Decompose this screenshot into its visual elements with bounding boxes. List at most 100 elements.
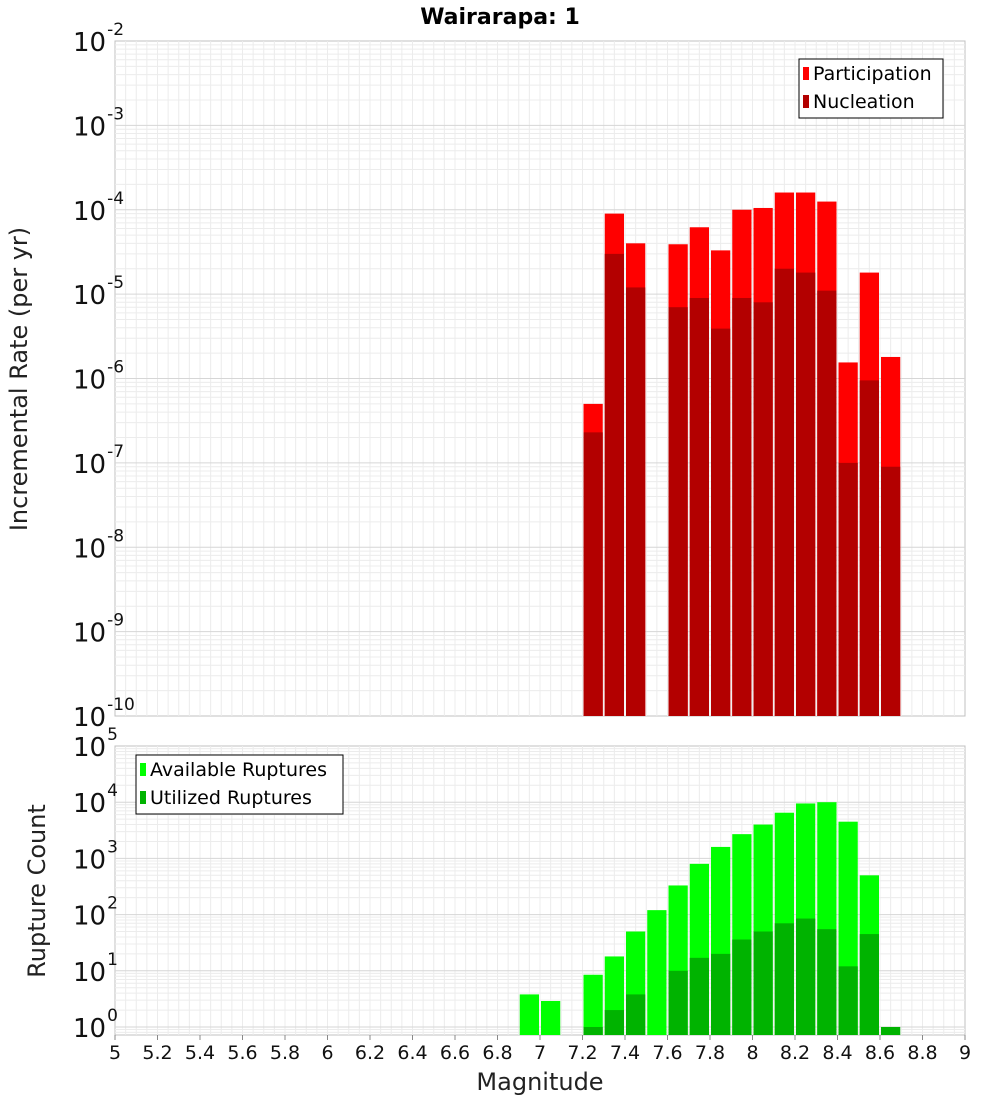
- y-tick-exponent: -9: [107, 611, 124, 631]
- x-tick-label: 7.2: [567, 1042, 597, 1064]
- bar-utilized-ruptures-7.75: [689, 957, 709, 1035]
- bar-nucleation-8.05: [753, 302, 773, 716]
- bar-nucleation-8.35: [817, 290, 837, 716]
- y-tick-exponent: 2: [107, 894, 118, 914]
- y-tick-base: 10: [73, 450, 106, 480]
- y-tick-label: 105: [73, 725, 118, 763]
- bar-utilized-ruptures-7.45: [626, 994, 646, 1035]
- y-tick-exponent: -2: [107, 20, 124, 40]
- y-tick-exponent: 0: [107, 1006, 118, 1026]
- x-tick-label: 7.6: [652, 1042, 682, 1064]
- y-tick-base: 10: [73, 958, 106, 988]
- rate-bars: [583, 192, 901, 717]
- bar-nucleation-8.15: [774, 268, 794, 716]
- x-tick-label: 6: [321, 1042, 333, 1064]
- bar-nucleation-7.45: [626, 287, 646, 716]
- y-tick-label: 10-5: [73, 273, 124, 311]
- bar-utilized-ruptures-8.25: [796, 918, 816, 1035]
- x-tick-label: 5.2: [142, 1042, 172, 1064]
- y-tick-label: 10-3: [73, 104, 124, 142]
- bar-available-ruptures-7.55: [647, 910, 667, 1035]
- chart-title: Wairarapa: 1: [420, 5, 580, 30]
- bar-utilized-ruptures-7.35: [604, 1010, 624, 1035]
- y-tick-label: 10-10: [73, 695, 135, 733]
- x-tick-label: 8.8: [907, 1042, 937, 1064]
- rate-legend: Participation Nucleation: [798, 58, 944, 119]
- x-tick-label: 9: [959, 1042, 971, 1064]
- bar-nucleation-8.45: [838, 462, 858, 716]
- x-tick-label: 8.4: [822, 1042, 852, 1064]
- x-tick-label: 5: [109, 1042, 121, 1064]
- bar-utilized-ruptures-8.35: [817, 929, 837, 1035]
- x-tick-label: 5.8: [270, 1042, 300, 1064]
- x-tick-label: 8.6: [865, 1042, 895, 1064]
- y-tick-label: 10-2: [73, 20, 124, 58]
- y-tick-label: 101: [73, 950, 118, 988]
- bar-nucleation-7.65: [668, 307, 688, 716]
- bar-nucleation-8.55: [859, 380, 879, 716]
- y-tick-exponent: -3: [107, 104, 124, 124]
- magnitude-x-axis-label: Magnitude: [476, 1068, 603, 1096]
- y-tick-exponent: -8: [107, 526, 124, 546]
- y-tick-exponent: -10: [107, 695, 135, 715]
- count-y-axis-label: Rupture Count: [23, 804, 51, 978]
- bar-nucleation-8.25: [796, 272, 816, 716]
- y-tick-base: 10: [73, 281, 106, 311]
- count-bars: [519, 802, 901, 1035]
- y-tick-base: 10: [73, 112, 106, 142]
- legend-label-participation: Participation: [813, 63, 932, 85]
- bar-utilized-ruptures-8.05: [753, 931, 773, 1035]
- y-tick-base: 10: [73, 902, 106, 932]
- x-tick-label: 8.2: [780, 1042, 810, 1064]
- x-tick-label: 5.4: [185, 1042, 215, 1064]
- bar-utilized-ruptures-7.25: [583, 1026, 603, 1035]
- bar-utilized-ruptures-8.55: [859, 934, 879, 1035]
- bar-available-ruptures-7.25: [583, 974, 603, 1035]
- y-tick-base: 10: [73, 619, 106, 649]
- y-tick-exponent: 1: [107, 950, 118, 970]
- y-tick-exponent: 4: [107, 781, 118, 801]
- y-tick-exponent: -4: [107, 189, 124, 209]
- legend-label-utilized: Utilized Ruptures: [150, 787, 312, 809]
- y-tick-label: 100: [73, 1006, 118, 1044]
- count-legend-box: [135, 754, 344, 815]
- y-tick-exponent: -7: [107, 442, 124, 462]
- bar-available-ruptures-6.95: [519, 994, 539, 1035]
- legend-swatch-participation: [803, 67, 809, 80]
- bar-nucleation-7.95: [732, 297, 752, 716]
- rate-legend-box: [798, 58, 944, 119]
- x-tick-label: 6.4: [397, 1042, 427, 1064]
- bar-nucleation-7.35: [604, 253, 624, 716]
- x-tick-label: 8: [746, 1042, 758, 1064]
- y-tick-label: 104: [73, 781, 118, 819]
- rate-y-axis-label: Incremental Rate (per yr): [5, 227, 33, 531]
- x-tick-label: 6.6: [440, 1042, 470, 1064]
- y-tick-exponent: 3: [107, 837, 118, 857]
- y-tick-base: 10: [73, 534, 106, 564]
- y-tick-base: 10: [73, 845, 106, 875]
- bar-available-ruptures-7.05: [541, 1000, 561, 1035]
- bar-utilized-ruptures-7.95: [732, 939, 752, 1035]
- y-tick-base: 10: [73, 28, 106, 58]
- bar-utilized-ruptures-7.85: [711, 953, 731, 1035]
- y-tick-base: 10: [73, 1014, 106, 1044]
- y-tick-base: 10: [73, 703, 106, 733]
- y-tick-label: 10-9: [73, 611, 124, 649]
- bar-utilized-ruptures-8.65: [881, 1026, 901, 1035]
- bar-utilized-ruptures-8.45: [838, 966, 858, 1035]
- x-tick-label: 6.2: [355, 1042, 385, 1064]
- y-tick-label: 10-4: [73, 189, 124, 227]
- x-tick-label: 7: [534, 1042, 546, 1064]
- x-tick-label: 7.4: [610, 1042, 640, 1064]
- legend-swatch-available: [140, 763, 146, 776]
- rate-grid: [115, 41, 965, 716]
- legend-label-nucleation: Nucleation: [813, 91, 915, 113]
- y-tick-base: 10: [73, 789, 106, 819]
- bar-utilized-ruptures-8.15: [774, 923, 794, 1035]
